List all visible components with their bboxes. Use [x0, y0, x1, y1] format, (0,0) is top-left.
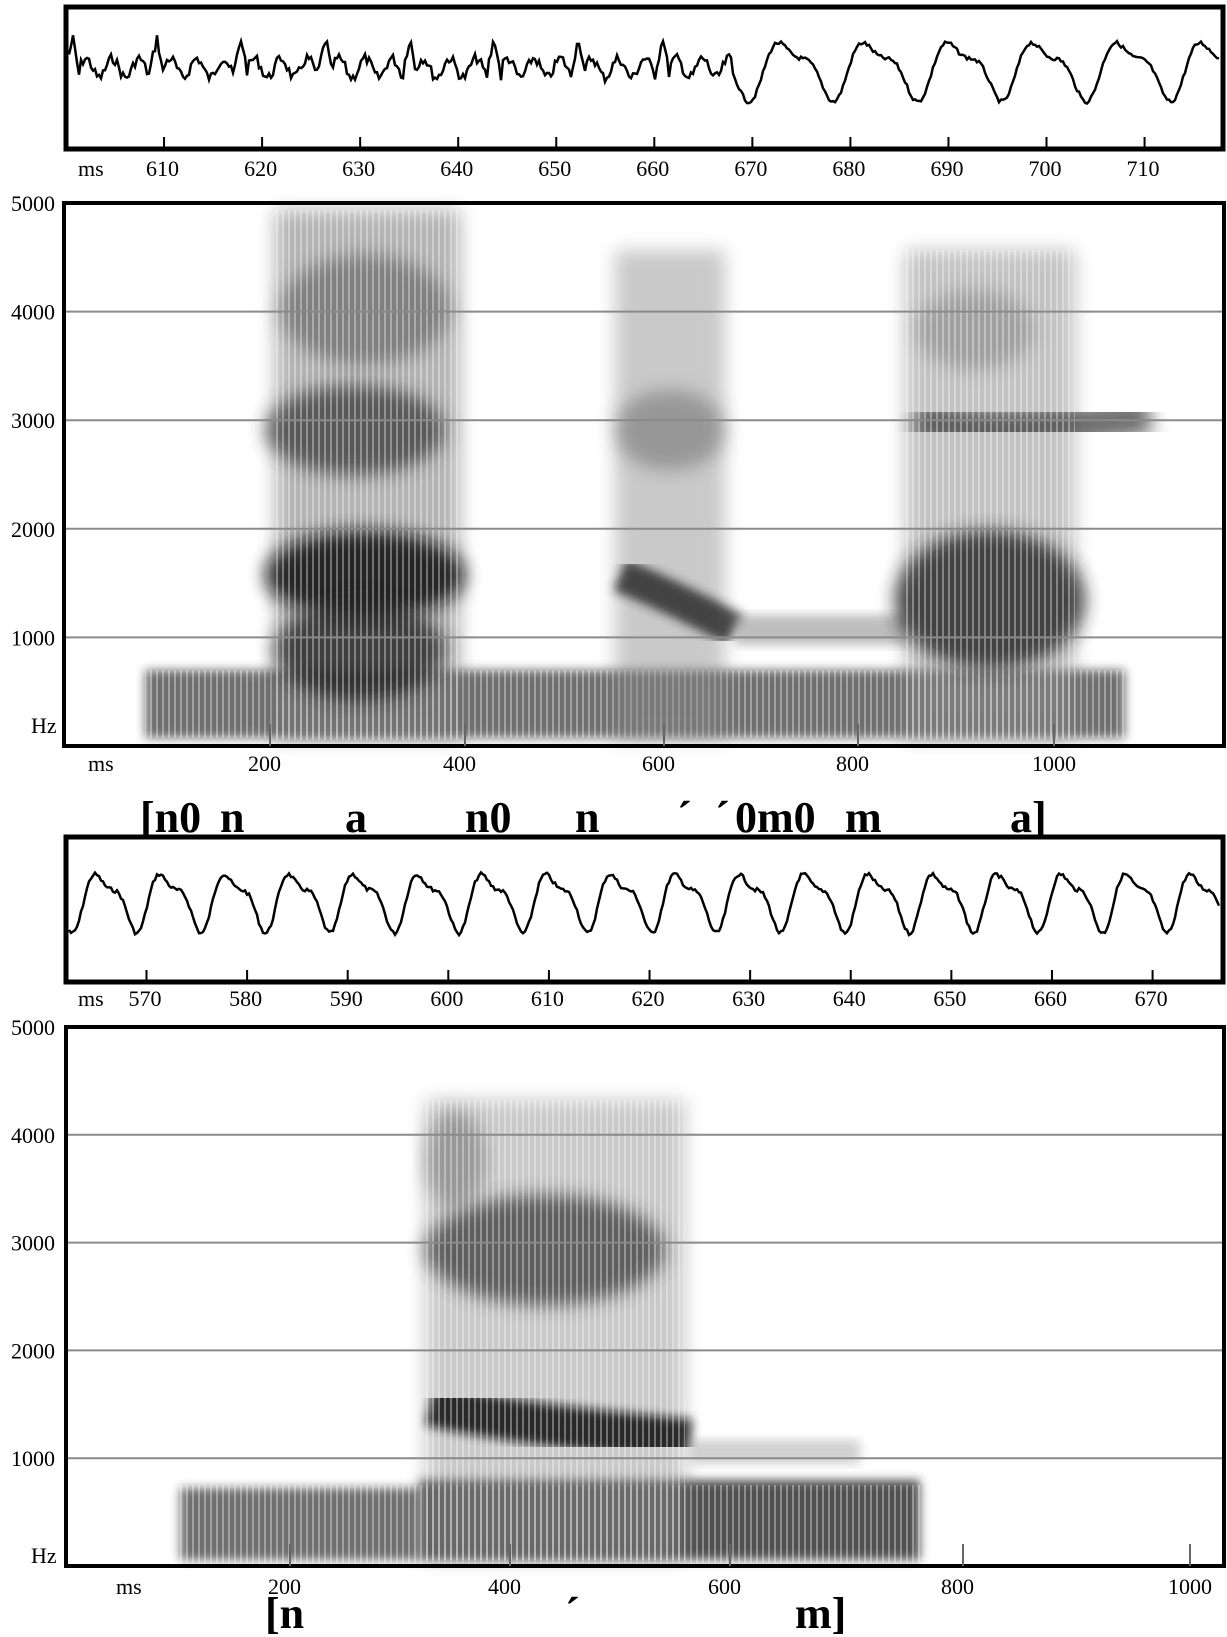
spectrogram-2-x-ticks: 200 400 600 800 1000 [268, 1544, 1212, 1599]
waveform-tick-label: 710 [1127, 156, 1160, 181]
waveform-tick-label: 630 [732, 986, 765, 1011]
spectrogram-y-tick-label: 4000 [11, 1123, 55, 1148]
waveform-1-trace [67, 35, 1220, 105]
spectrogram-2: 1000 2000 3000 4000 5000 200 400 600 800 1000 Hz… [11, 1015, 1226, 1599]
spectrogram-y-tick-label: 5000 [11, 1015, 55, 1040]
waveform-tick-label: 690 [930, 156, 963, 181]
spectrogram-1-frame [62, 201, 1226, 748]
transcription-segment: 0m0 [735, 793, 816, 842]
waveform-1-ticks: 610 620 630 640 650 660 670 680 690 700 710 [146, 137, 1160, 181]
spectrogram-1-gridlines [64, 310, 1224, 639]
transcription-segment: a [345, 793, 367, 842]
waveform-tick-label: 650 [933, 986, 966, 1011]
spectrogram-y-tick-label: 1000 [11, 1446, 55, 1471]
spectrogram-2-frame [64, 1025, 1226, 1568]
waveform-tick-label: 700 [1029, 156, 1062, 181]
waveform-tick-label: 660 [636, 156, 669, 181]
transcription-segment: a] [1010, 793, 1047, 842]
spectrogram-x-tick-label: 800 [941, 1574, 974, 1599]
spectrogram-1-y-unit-label: Hz [31, 713, 57, 738]
waveform-2: 570 580 590 600 610 620 630 640 650 660 670 ms [63, 834, 1226, 1011]
spectrogram-y-tick-label: 3000 [11, 1231, 55, 1256]
waveform-tick-label: 590 [330, 986, 363, 1011]
waveform-tick-label: 660 [1034, 986, 1067, 1011]
transcription-segment: n [575, 793, 599, 842]
spectrogram-2-energy [180, 1100, 920, 1563]
transcription-segment: m [845, 793, 882, 842]
waveform-1-unit-label: ms [78, 156, 104, 181]
spectrogram-x-tick-label: 400 [443, 751, 476, 776]
transcription-segment: [n [265, 1589, 304, 1637]
spectrogram-x-tick-label: 1000 [1032, 751, 1076, 776]
waveform-tick-label: 630 [342, 156, 375, 181]
spectrogram-2-y-ticks: 1000 2000 3000 4000 5000 [11, 1015, 55, 1471]
waveform-tick-label: 670 [734, 156, 767, 181]
spectrogram-x-tick-label: 600 [708, 1574, 741, 1599]
spectrogram-y-tick-label: 3000 [11, 408, 55, 433]
spectrogram-x-tick-label: 800 [836, 751, 869, 776]
waveform-tick-label: 610 [146, 156, 179, 181]
waveform-2-frame [63, 834, 1226, 985]
spectrogram-y-tick-label: 2000 [11, 517, 55, 542]
spectrogram-x-tick-label: 200 [248, 751, 281, 776]
transcription-1: [n0 n a n0 n ´ ´ 0m0 m a] [140, 793, 1047, 842]
spectrogram-2-x-unit-label: ms [116, 1574, 142, 1599]
transcription-segment: n0 [465, 793, 511, 842]
waveform-tick-label: 570 [128, 986, 161, 1011]
waveform-tick-label: 620 [632, 986, 665, 1011]
spectrogram-y-tick-label: 4000 [11, 300, 55, 325]
waveform-1-frame [63, 4, 1226, 152]
spectrogram-1-x-ticks: 200 400 600 800 1000 [248, 724, 1076, 776]
transcription-segment: n [220, 793, 244, 842]
waveform-2-unit-label: ms [78, 986, 104, 1011]
waveform-2-ticks: 570 580 590 600 610 620 630 640 650 660 670 [128, 970, 1168, 1011]
transcription-segment: [n0 [140, 793, 201, 842]
spectrogram-x-tick-label: 400 [488, 1574, 521, 1599]
transcription-segment: m] [795, 1589, 846, 1637]
waveform-tick-label: 640 [440, 156, 473, 181]
spectrogram-x-tick-label: 200 [268, 1574, 301, 1599]
waveform-tick-label: 600 [430, 986, 463, 1011]
spectrogram-1-energy [145, 210, 1153, 740]
waveform-2-trace [67, 870, 1221, 938]
transcription-segment: ´ [677, 793, 692, 842]
spectrogram-y-tick-label: 2000 [11, 1338, 55, 1363]
waveform-tick-label: 670 [1135, 986, 1168, 1011]
transcription-segment: ´ [715, 793, 730, 842]
spectrogram-y-tick-label: 5000 [11, 191, 55, 216]
transcription-segment: ´ [565, 1589, 580, 1637]
waveform-1: 610 620 630 640 650 660 670 680 690 700 710 ms [63, 4, 1226, 181]
spectrogram-1-y-ticks: 1000 2000 3000 4000 5000 [11, 191, 55, 650]
waveform-tick-label: 650 [538, 156, 571, 181]
waveform-tick-label: 680 [832, 156, 865, 181]
waveform-tick-label: 580 [229, 986, 262, 1011]
spectrogram-x-tick-label: 600 [642, 751, 675, 776]
spectrogram-x-tick-label: 1000 [1168, 1574, 1212, 1599]
spectrogram-1-x-unit-label: ms [88, 751, 114, 776]
spectrogram-y-tick-label: 1000 [11, 625, 55, 650]
spectrogram-2-y-unit-label: Hz [31, 1543, 57, 1568]
spectrogram-2-gridlines [66, 1133, 1224, 1460]
waveform-tick-label: 620 [244, 156, 277, 181]
waveform-tick-label: 610 [531, 986, 564, 1011]
spectrogram-1: 1000 2000 3000 4000 5000 200 400 600 800 1000 Hz… [11, 191, 1226, 776]
waveform-tick-label: 640 [833, 986, 866, 1011]
transcription-2: [n ´ m] [265, 1589, 846, 1637]
